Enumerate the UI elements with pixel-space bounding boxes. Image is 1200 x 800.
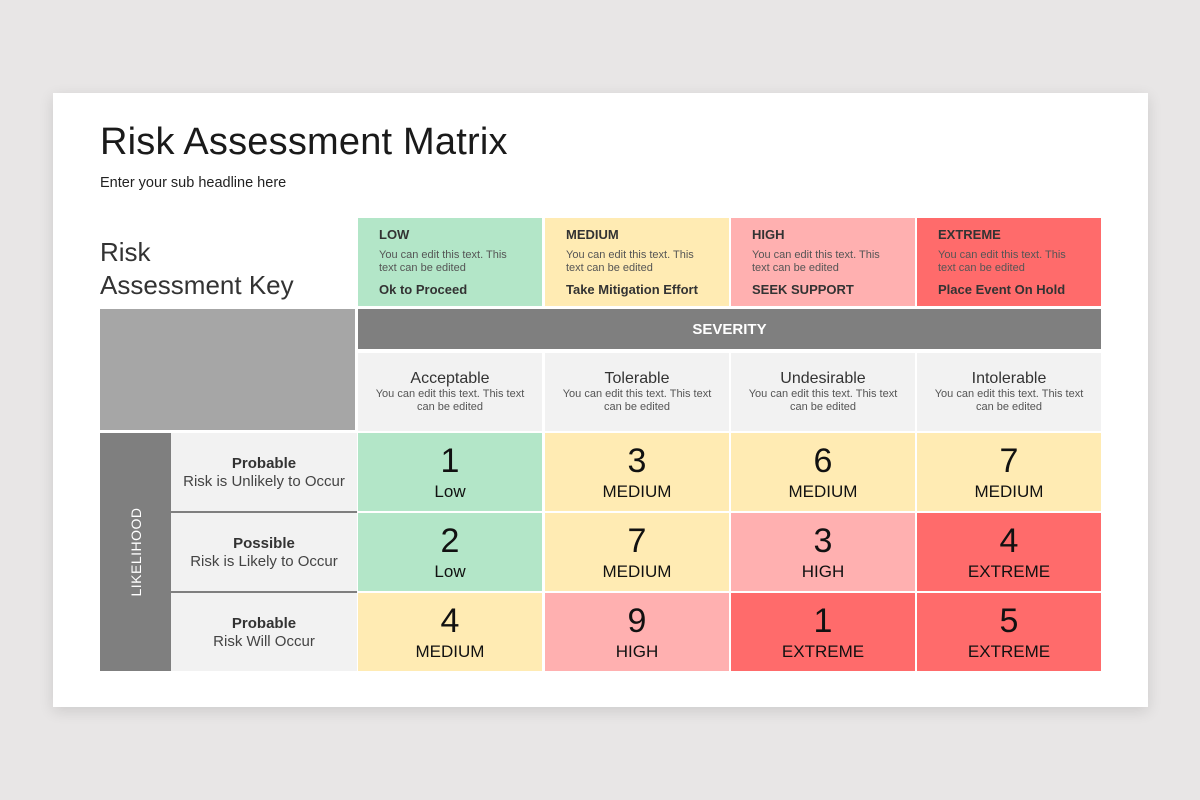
key-label: MEDIUM bbox=[566, 227, 619, 242]
cell-level: MEDIUM bbox=[602, 562, 672, 581]
cell-score: 4 bbox=[999, 522, 1019, 560]
matrix-cell: 9 HIGH bbox=[545, 593, 729, 671]
column-description: You can edit this text. This text can be… bbox=[748, 388, 898, 413]
key-description: You can edit this text. This text can be… bbox=[938, 249, 1066, 274]
cell-level: MEDIUM bbox=[974, 482, 1044, 501]
matrix-corner-block bbox=[100, 309, 355, 430]
matrix-cell: 1 Low bbox=[358, 433, 542, 511]
severity-column-acceptable: Acceptable You can edit this text. This … bbox=[358, 353, 542, 431]
cell-score: 3 bbox=[813, 522, 833, 560]
column-description: You can edit this text. This text can be… bbox=[375, 388, 525, 413]
row-name: Probable bbox=[231, 454, 297, 472]
key-title-line1: Risk bbox=[100, 237, 151, 267]
column-description: You can edit this text. This text can be… bbox=[562, 388, 712, 413]
cell-score: 1 bbox=[813, 602, 833, 640]
key-description: You can edit this text. This text can be… bbox=[379, 249, 507, 274]
row-divider bbox=[171, 591, 357, 593]
row-name: Possible bbox=[233, 534, 295, 552]
cell-score: 9 bbox=[627, 602, 647, 640]
likelihood-row-2: Possible Risk is Likely to Occur bbox=[171, 513, 357, 591]
key-action: Take Mitigation Effort bbox=[566, 282, 698, 297]
severity-column-intolerable: Intolerable You can edit this text. This… bbox=[917, 353, 1101, 431]
matrix-cell: 5 EXTREME bbox=[917, 593, 1101, 671]
cell-score: 3 bbox=[627, 442, 647, 480]
key-label: HIGH bbox=[752, 227, 785, 242]
severity-header: SEVERITY bbox=[358, 309, 1101, 349]
cell-level: HIGH bbox=[615, 642, 659, 661]
key-card-low: LOW You can edit this text. This text ca… bbox=[358, 218, 542, 306]
row-description: Risk is Likely to Occur bbox=[190, 552, 338, 570]
row-divider bbox=[171, 511, 357, 513]
key-card-medium: MEDIUM You can edit this text. This text… bbox=[545, 218, 729, 306]
matrix-cell: 2 Low bbox=[358, 513, 542, 591]
likelihood-header: LIKELIHOOD bbox=[100, 433, 171, 671]
likelihood-row-1: Probable Risk is Unlikely to Occur bbox=[171, 433, 357, 511]
cell-score: 2 bbox=[440, 522, 460, 560]
slide-title: Risk Assessment Matrix bbox=[100, 121, 508, 163]
key-action: Ok to Proceed bbox=[379, 282, 468, 297]
cell-level: EXTREME bbox=[967, 642, 1051, 661]
row-name: Probable bbox=[231, 614, 297, 632]
column-description: You can edit this text. This text can be… bbox=[934, 388, 1084, 413]
cell-score: 4 bbox=[440, 602, 460, 640]
slide-subtitle: Enter your sub headline here bbox=[100, 175, 287, 191]
matrix-cell: 3 MEDIUM bbox=[545, 433, 729, 511]
cell-level: Low bbox=[434, 562, 466, 581]
key-card-extreme: EXTREME You can edit this text. This tex… bbox=[917, 218, 1101, 306]
key-title-line2: Assessment Key bbox=[100, 270, 294, 300]
matrix-cell: 4 EXTREME bbox=[917, 513, 1101, 591]
key-action: Place Event On Hold bbox=[938, 282, 1066, 297]
matrix-cell: 1 EXTREME bbox=[731, 593, 915, 671]
severity-column-undesirable: Undesirable You can edit this text. This… bbox=[731, 353, 915, 431]
key-label: EXTREME bbox=[938, 227, 1001, 242]
cell-level: MEDIUM bbox=[788, 482, 858, 501]
severity-column-tolerable: Tolerable You can edit this text. This t… bbox=[545, 353, 729, 431]
cell-score: 6 bbox=[813, 442, 833, 480]
matrix-cell: 7 MEDIUM bbox=[545, 513, 729, 591]
cell-level: EXTREME bbox=[967, 562, 1051, 581]
cell-score: 1 bbox=[440, 442, 460, 480]
key-label: LOW bbox=[379, 227, 410, 242]
cell-level: MEDIUM bbox=[602, 482, 672, 501]
key-description: You can edit this text. This text can be… bbox=[752, 249, 880, 274]
row-description: Risk is Unlikely to Occur bbox=[183, 472, 345, 490]
column-name: Intolerable bbox=[971, 370, 1047, 387]
cell-score: 7 bbox=[999, 442, 1019, 480]
row-description: Risk Will Occur bbox=[213, 632, 315, 650]
cell-level: HIGH bbox=[801, 562, 845, 581]
key-title: Risk Assessment Key bbox=[100, 236, 294, 302]
cell-score: 5 bbox=[999, 602, 1019, 640]
key-card-high: HIGH You can edit this text. This text c… bbox=[731, 218, 915, 306]
likelihood-label: LIKELIHOOD bbox=[127, 507, 144, 597]
cell-score: 7 bbox=[627, 522, 647, 560]
cell-level: MEDIUM bbox=[415, 642, 485, 661]
key-description: You can edit this text. This text can be… bbox=[566, 249, 694, 274]
cell-level: EXTREME bbox=[781, 642, 865, 661]
matrix-cell: 4 MEDIUM bbox=[358, 593, 542, 671]
column-name: Acceptable bbox=[410, 370, 490, 387]
column-name: Tolerable bbox=[604, 370, 670, 387]
slide: Risk Assessment Matrix Enter your sub he… bbox=[53, 93, 1148, 707]
cell-level: Low bbox=[434, 482, 466, 501]
key-action: SEEK SUPPORT bbox=[752, 282, 854, 297]
likelihood-row-3: Probable Risk Will Occur bbox=[171, 593, 357, 671]
matrix-cell: 3 HIGH bbox=[731, 513, 915, 591]
column-name: Undesirable bbox=[780, 370, 866, 387]
matrix-cell: 7 MEDIUM bbox=[917, 433, 1101, 511]
matrix-cell: 6 MEDIUM bbox=[731, 433, 915, 511]
